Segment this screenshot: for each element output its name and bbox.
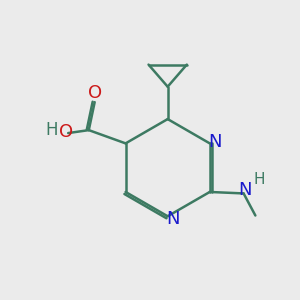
Text: N: N (166, 210, 180, 228)
Text: N: N (208, 133, 222, 151)
Text: N: N (238, 182, 252, 200)
Text: H: H (254, 172, 265, 187)
Text: H: H (46, 121, 58, 139)
Text: O: O (59, 123, 73, 141)
Text: O: O (88, 84, 102, 102)
